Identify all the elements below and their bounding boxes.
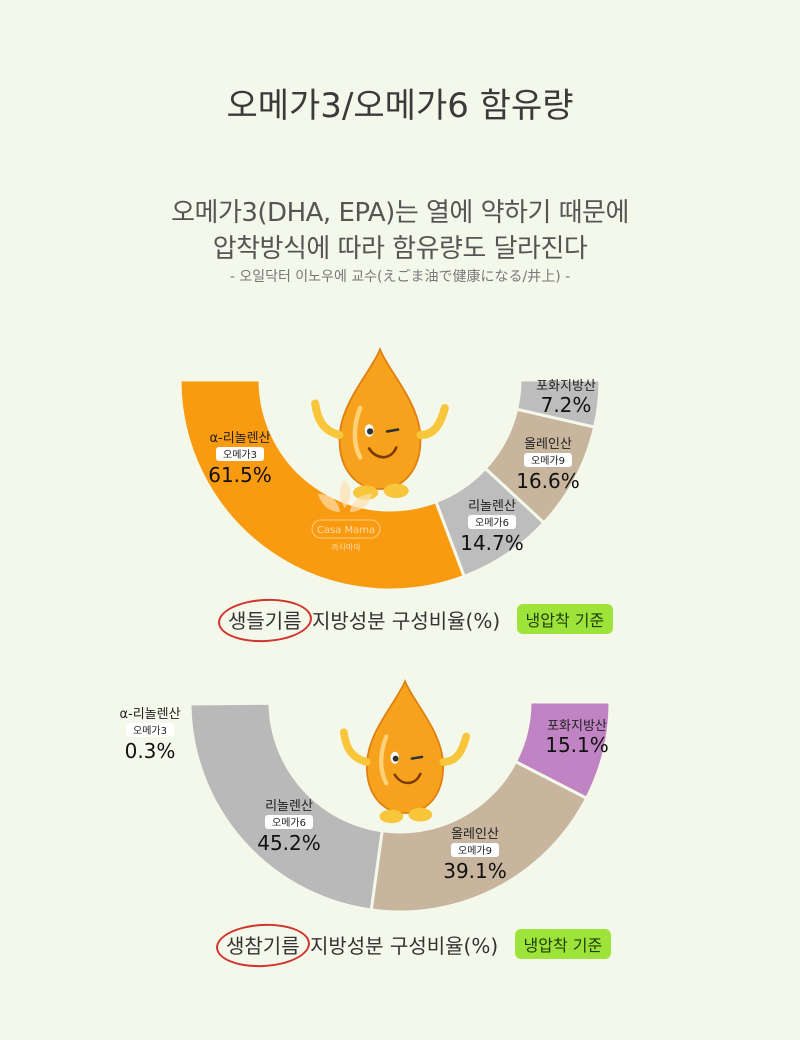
sesame-caption-text: 지방성분 구성비율(%) [309,934,499,958]
sesame-oil-name: 생참기름 [222,930,304,959]
segment-tag: 오메가6 [272,817,306,829]
segment-name: 올레인산 [451,827,499,842]
sesame-caption: 생참기름 지방성분 구성비율(%) 냉압착 기준 [222,929,612,959]
segment-tag: 오메가9 [531,455,565,467]
watermark-subtext: 까사마마 [331,543,361,552]
segment-value: 0.3% [125,739,176,763]
segment-name: α-리놀렌산 [119,707,180,722]
perilla-oil-name: 생들기름 [224,605,306,634]
subtitle-line-1: 오메가3(DHA, EPA)는 열에 약하기 때문에 [171,198,629,228]
segment-value: 39.1% [443,859,507,883]
segment-value: 61.5% [208,463,272,487]
segment-value: 45.2% [257,831,321,855]
casa-mama-watermark: Casa Mama 까사마마 [311,480,381,552]
segment-value: 15.1% [545,733,609,757]
perilla-caption: 생들기름 지방성분 구성비율(%) 냉압착 기준 [224,604,614,634]
segment-tag: 오메가3 [223,449,257,461]
segment-tag: 오메가9 [458,845,492,857]
sesame-cold-press-badge: 냉압착 기준 [514,929,612,959]
segment-value: 7.2% [541,393,592,417]
segment-name: 포화지방산 [536,379,596,394]
chart-segment [188,701,384,912]
oil-drop-mascot-icon [311,347,449,500]
segment-name: α-리놀렌산 [209,431,270,446]
segment-name: 리놀렌산 [468,499,516,514]
chart-segment [514,378,602,429]
segment-value: 16.6% [516,469,580,493]
subtitle-line-2: 압착방식에 따라 함유량도 달라진다 [212,234,588,264]
perilla-cold-press-badge: 냉압착 기준 [516,604,614,634]
watermark-text: Casa Mama [317,525,375,536]
credit-text: - 오일닥터 이노우에 교수(えごま油で健康になる/井上) - [229,269,571,285]
oil-drop-mascot-icon [339,678,471,824]
segment-name: 리놀렌산 [265,799,313,814]
perilla-caption-text: 지방성분 구성비율(%) [311,609,501,633]
segment-tag: 오메가3 [133,725,167,737]
segment-tag: 오메가6 [475,517,509,529]
chart-segment [369,759,589,914]
segment-name: 올레인산 [524,437,572,452]
segment-value: 14.7% [460,531,524,555]
page-title: 오메가3/오메가6 함유량 [226,86,574,126]
segment-name: 포화지방산 [547,719,607,734]
chart-segment [513,700,612,801]
chart-segment [178,378,467,592]
